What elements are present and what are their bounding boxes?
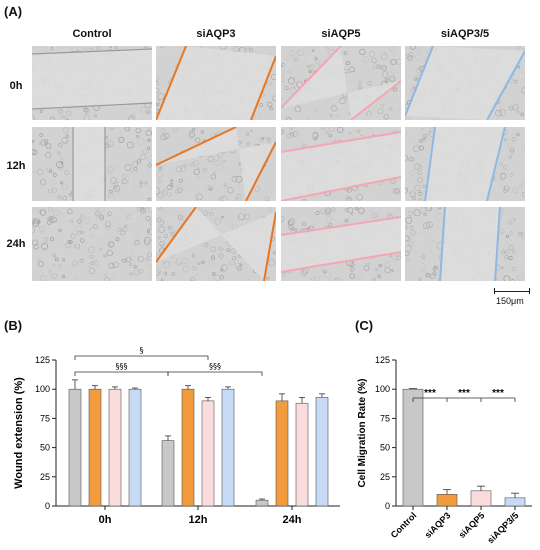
chart-c-x-tick-label: siAQP3: [423, 510, 453, 540]
chart-c-bar: [436, 494, 458, 507]
chart-b-x-tick-label: 12h: [189, 514, 208, 526]
chart-c-significance-label: ***: [424, 388, 436, 399]
panel-c-label: (C): [355, 318, 374, 333]
chart-b-x-tick-label: 0h: [99, 514, 112, 526]
chart-c-x-tick-label: siAQP3/5: [485, 510, 520, 545]
row-header-24h: 24h: [6, 238, 26, 250]
chart-b-bar: [201, 400, 215, 507]
column-header-siaqp5: siAQP5: [321, 28, 361, 40]
micrograph-siaqp3-5-12h: [405, 127, 525, 201]
chart-c-bar: [402, 388, 424, 507]
micrograph-siaqp5-24h: [281, 207, 401, 281]
chart-c-y-tick-label: 75: [380, 413, 390, 423]
chart-b-x-tick-label: 24h: [283, 514, 302, 526]
column-header-control: Control: [72, 28, 112, 40]
chart-c-x-tick-label: siAQP5: [457, 510, 487, 540]
chart-b-y-tick-label: 25: [40, 472, 50, 482]
chart-b-y-tick-label: 125: [35, 355, 50, 365]
chart-c-y-tick-label: 0: [385, 501, 390, 511]
chart-b-bar: [275, 400, 289, 507]
chart-b-bar: [315, 397, 329, 507]
chart-c-y-tick-label: 100: [375, 384, 390, 394]
chart-b-bar: [161, 440, 175, 507]
chart-c-x-tick-label: Control: [389, 510, 419, 540]
panel-b-label: (B): [4, 318, 23, 333]
scale-bar: [494, 288, 530, 294]
chart-b-bar: [68, 388, 82, 507]
chart-b-bar: [221, 388, 235, 507]
chart-b-y-tick-label: 100: [35, 384, 50, 394]
chart-c-bar: [470, 490, 492, 507]
chart-b-y-tick-label: 0: [45, 501, 50, 511]
row-header-12h: 12h: [6, 160, 26, 172]
chart-b-bar: [181, 388, 195, 507]
chart-c-y-tick-label: 25: [380, 472, 390, 482]
column-header-siaqp3: siAQP3: [196, 28, 236, 40]
micrograph-siaqp3-5-24h: [405, 207, 525, 281]
chart-b-bar: [128, 388, 142, 507]
micrograph-siaqp5-0h: [281, 46, 401, 120]
row-header-0h: 0h: [9, 80, 23, 92]
chart-b-significance-2-line: [74, 371, 169, 376]
chart-b-bar: [88, 388, 102, 507]
chart-c-y-tick-label: 125: [375, 355, 390, 365]
chart-b-bar: [108, 388, 122, 507]
chart-b-bar: [295, 402, 309, 507]
micrograph-siaqp3-24h: [156, 207, 276, 281]
micrograph-siaqp3-5-0h: [405, 46, 525, 120]
micrograph-control-12h: [32, 127, 152, 201]
chart-c-y-tick-label: 50: [380, 443, 390, 453]
micrograph-siaqp3-12h: [156, 127, 276, 201]
chart-b-y-tick-label: 50: [40, 443, 50, 453]
micrograph-control-0h: [32, 46, 152, 120]
chart-b-y-axis-label: Wound extension (%): [13, 377, 25, 489]
chart-b-y-tick-label: 75: [40, 413, 50, 423]
chart-c-significance-label: ***: [458, 388, 470, 399]
scale-bar-label: 150μm: [496, 296, 524, 306]
chart-b-significance-1-line: [74, 355, 209, 360]
chart-b-significance-3-label: §§§: [209, 362, 221, 371]
chart-b-bar: [255, 499, 269, 507]
chart-c-significance-label: ***: [492, 388, 504, 399]
chart-b-significance-2-label: §§§: [116, 362, 128, 371]
micrograph-siaqp3-0h: [156, 46, 276, 120]
panel-a-label: (A): [4, 4, 23, 19]
chart-c-y-axis-label: Cell Migration Rate (%): [357, 379, 368, 488]
column-header-siaqp3-5: siAQP3/5: [440, 28, 490, 40]
micrograph-control-24h: [32, 207, 152, 281]
chart-b-significance-3-line: [167, 371, 263, 376]
micrograph-siaqp5-12h: [281, 127, 401, 201]
chart-b-significance-1-label: §: [140, 346, 144, 355]
chart-c-bar: [504, 497, 526, 507]
